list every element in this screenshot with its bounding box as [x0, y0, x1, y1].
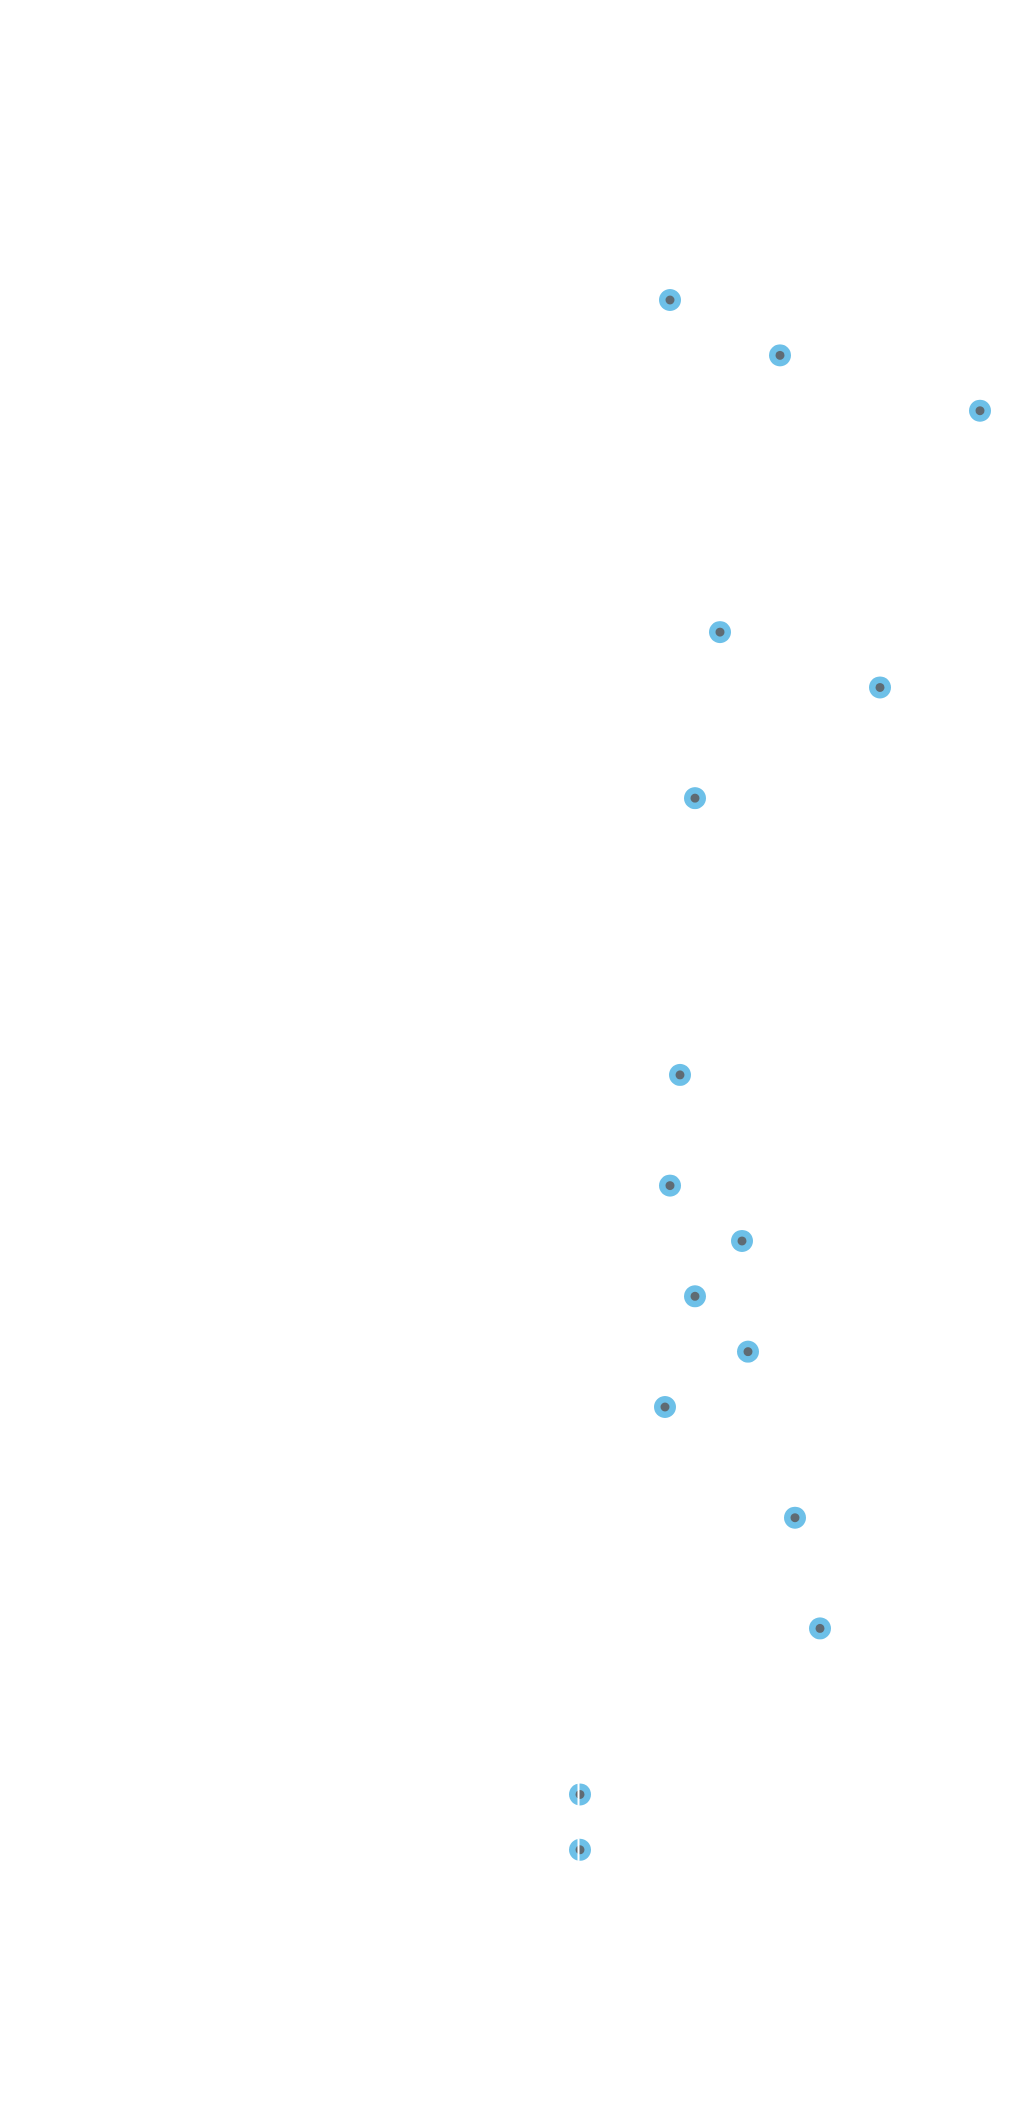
- scatter-point-center: [660, 1402, 670, 1412]
- scatter-point-center: [665, 1181, 675, 1191]
- scatter-point-center: [675, 1070, 685, 1080]
- scatter-point-center: [975, 406, 985, 416]
- scatter-point-center: [815, 1623, 825, 1633]
- scatter-point: [654, 1396, 676, 1418]
- scatter-point: [731, 1229, 753, 1252]
- scatter-point: [769, 344, 791, 367]
- scatter-point: [659, 1174, 681, 1197]
- scatter-point-center: [737, 1236, 747, 1246]
- scatter-point: [809, 1617, 831, 1640]
- scatter-point-center: [665, 295, 675, 305]
- scatter-point: [684, 787, 706, 810]
- scatter-point-center: [743, 1347, 753, 1357]
- scatter-point: [869, 676, 891, 699]
- scatter-point-center: [790, 1513, 800, 1523]
- scatter-point: [569, 1838, 591, 1861]
- scatter-point: [684, 1285, 706, 1308]
- scatter-point-center: [875, 682, 885, 692]
- scatter-point: [737, 1340, 759, 1363]
- scatter-point-center: [690, 1291, 700, 1301]
- scatter-point-center: [575, 1845, 585, 1855]
- scatter-point: [669, 1063, 691, 1086]
- scatter-point-center: [690, 793, 700, 803]
- scatter-point: [659, 289, 681, 311]
- scatter-point-center: [775, 350, 785, 360]
- points-layer: [569, 289, 991, 1861]
- scatter-point: [569, 1783, 591, 1806]
- scatter-point-center: [715, 627, 725, 637]
- scatter-point: [784, 1506, 806, 1529]
- scatter-point-center: [575, 1789, 585, 1799]
- scatter-point: [709, 621, 731, 644]
- scatter-point: [969, 399, 991, 422]
